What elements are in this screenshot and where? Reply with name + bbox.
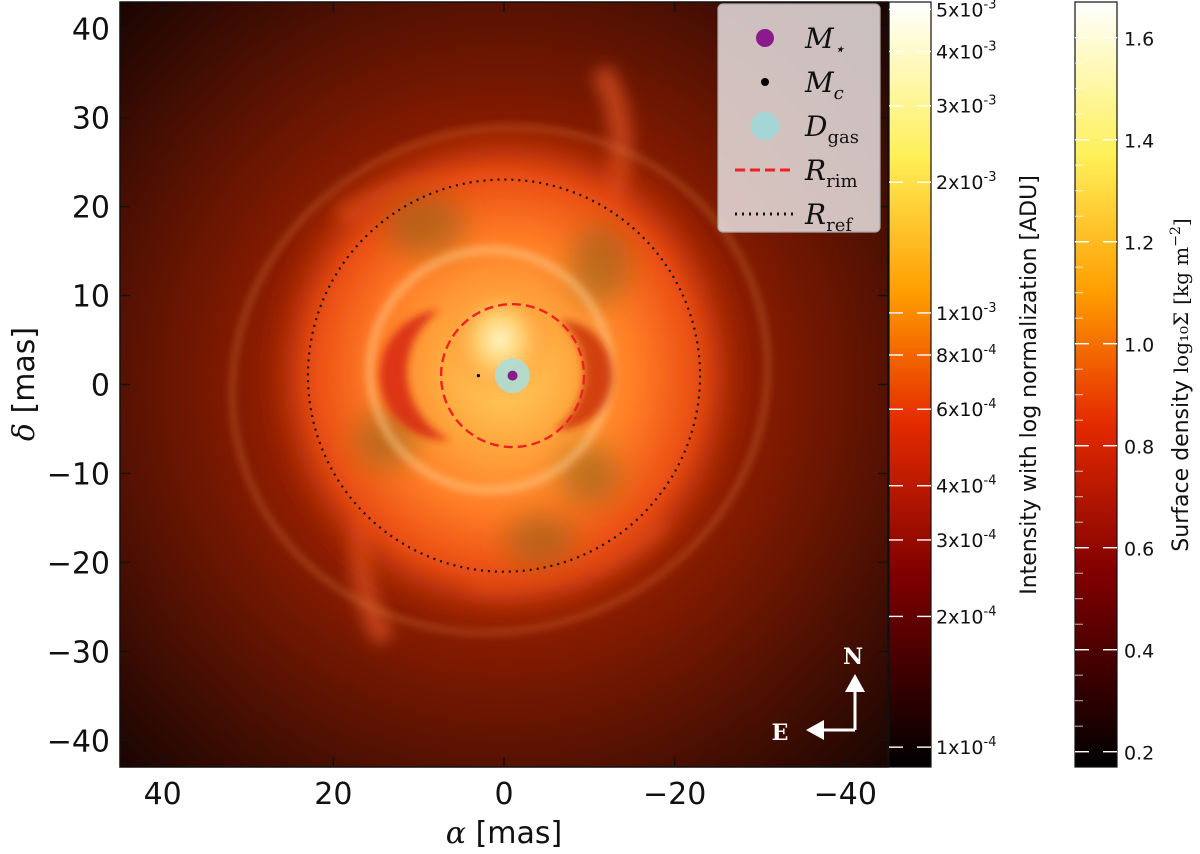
x-axis-ticks: 40 20 0 −20 −40 xyxy=(144,2,877,812)
star-marker xyxy=(507,370,518,381)
density-tick-label: 0.2 xyxy=(1124,743,1154,765)
density-tick-label: 0.4 xyxy=(1124,641,1154,663)
legend-entry: Mc xyxy=(761,66,844,104)
density-tick-label: 0.6 xyxy=(1124,539,1154,561)
density-label-unit-close: ] xyxy=(1169,218,1193,226)
rim-circle xyxy=(439,302,586,449)
legend-label: Mc xyxy=(804,66,844,104)
intensity-tick-label: 4x10-4 xyxy=(936,474,996,498)
legend-box xyxy=(717,3,881,233)
y-tick-label: 10 xyxy=(72,280,110,315)
x-tick-label: 40 xyxy=(144,777,182,812)
density-colorbar: 0.2 0.4 0.6 0.8 1.0 1.2 1.4 1.6 Surface density… xyxy=(1074,1,1194,768)
cavity-crescent xyxy=(379,310,450,441)
intensity-tick-label: 2x10-3 xyxy=(936,170,996,194)
intensity-colorbar-label: Intensity with log normalization [ADU] xyxy=(1017,175,1042,595)
density-label-math: log₁₀Σ xyxy=(1169,312,1193,373)
x-tick-label: 20 xyxy=(314,777,352,812)
intensity-tick-label: 1x10-4 xyxy=(936,735,996,759)
legend-marker-star xyxy=(756,29,774,47)
clump-5 xyxy=(505,515,575,565)
intensity-tick-label: 4x10-3 xyxy=(936,39,996,63)
density-label-text: Surface density xyxy=(1169,380,1194,551)
compass-north-arrowhead xyxy=(845,674,865,692)
density-colorbar-ticks: 0.2 0.4 0.6 0.8 1.0 1.2 1.4 1.6 xyxy=(1075,29,1154,765)
y-tick-label: −20 xyxy=(47,546,110,581)
legend-label: Dgas xyxy=(804,110,859,148)
density-label-unit: [kg m xyxy=(1169,247,1193,305)
compass: N E xyxy=(772,644,865,746)
legend-entry: Dgas xyxy=(751,110,859,148)
compass-north-label: N xyxy=(843,644,863,670)
density-colorbar-label: Surface density log₁₀Σ [kg m−2] xyxy=(1168,218,1194,551)
compass-east-label: E xyxy=(772,720,789,746)
density-colorbar-bar xyxy=(1074,1,1118,768)
y-tick-label: 40 xyxy=(72,13,110,48)
cavity-crescent-east xyxy=(555,320,613,431)
clump-4 xyxy=(560,445,620,505)
compass-east-arrowhead xyxy=(806,720,824,740)
x-tick-label: 0 xyxy=(494,777,513,812)
y-tick-label: −10 xyxy=(47,457,110,492)
companion-marker xyxy=(476,374,480,378)
intensity-tick-label: 3x10-4 xyxy=(936,528,996,552)
density-tick-label: 1.4 xyxy=(1124,131,1154,153)
y-axis-ticks: −40 −30 −20 −10 0 10 20 30 40 xyxy=(47,13,888,759)
density-tick-label: 1.2 xyxy=(1124,233,1154,255)
x-tick-label: −20 xyxy=(643,777,706,812)
density-tick-label: 0.8 xyxy=(1124,437,1154,459)
intensity-tick-label: 3x10-3 xyxy=(936,94,996,118)
legend-label: Rref xyxy=(804,198,853,236)
intensity-tick-label: 5x10-3 xyxy=(936,0,996,21)
legend-entry: Rref xyxy=(735,198,853,236)
legend: M⋆ Mc Dgas Rrim Rref xyxy=(717,3,881,236)
intensity-tick-label: 8x10-4 xyxy=(936,343,996,367)
legend-entry: Rrim xyxy=(735,154,858,192)
intensity-colorbar-ticks: 1x10-4 2x10-4 3x10-4 4x10-4 6x10-4 8x10-4 1x10… xyxy=(889,0,996,759)
intensity-colorbar-bar xyxy=(888,1,932,768)
legend-label: M⋆ xyxy=(804,22,845,60)
y-tick-label: 0 xyxy=(91,369,110,404)
x-tick-label: −40 xyxy=(814,777,877,812)
density-label-unit-exp: −2 xyxy=(1168,226,1184,247)
density-tick-label: 1.0 xyxy=(1124,335,1154,357)
clump-2 xyxy=(570,225,630,305)
legend-entries: M⋆ Mc Dgas Rrim Rref xyxy=(735,22,859,236)
intensity-tick-label: 2x10-4 xyxy=(936,604,996,628)
x-axis-label: α [mas] xyxy=(446,816,562,851)
y-axis-label: δ [mas] xyxy=(7,327,42,441)
intensity-colorbar: 1x10-4 2x10-4 3x10-4 4x10-4 6x10-4 8x10-4 1x10… xyxy=(888,0,1042,768)
overlays xyxy=(306,178,702,573)
y-tick-label: −30 xyxy=(47,635,110,670)
ref-circle xyxy=(306,178,702,573)
dust-clumps xyxy=(355,195,630,565)
legend-entry: M⋆ xyxy=(756,22,845,60)
intensity-tick-label: 6x10-4 xyxy=(936,397,996,421)
legend-marker-gas xyxy=(751,112,779,140)
y-tick-label: 30 xyxy=(72,102,110,137)
clump-1 xyxy=(385,195,465,255)
intensity-tick-label: 1x10-3 xyxy=(936,301,996,325)
legend-marker-companion xyxy=(761,78,769,86)
legend-label: Rrim xyxy=(804,154,858,192)
y-tick-label: −40 xyxy=(47,724,110,759)
density-tick-label: 1.6 xyxy=(1124,29,1154,51)
y-tick-label: 20 xyxy=(72,191,110,226)
